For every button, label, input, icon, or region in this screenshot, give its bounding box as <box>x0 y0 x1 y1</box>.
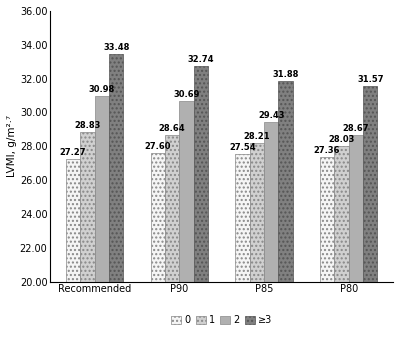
Text: 28.64: 28.64 <box>159 124 186 133</box>
Text: 28.21: 28.21 <box>244 132 270 141</box>
Bar <box>264 122 278 282</box>
Bar <box>349 135 363 282</box>
Text: 27.36: 27.36 <box>314 146 340 155</box>
Text: 27.27: 27.27 <box>60 148 86 156</box>
Bar <box>179 101 194 282</box>
Bar <box>235 154 250 282</box>
Text: 28.83: 28.83 <box>74 121 101 130</box>
Bar <box>363 86 378 282</box>
Bar <box>66 159 80 282</box>
Text: 29.43: 29.43 <box>258 111 284 120</box>
Bar <box>165 136 179 282</box>
Bar <box>334 146 349 282</box>
Bar <box>150 153 165 282</box>
Bar <box>278 81 293 282</box>
Bar <box>95 96 109 282</box>
Text: 27.60: 27.60 <box>144 142 171 151</box>
Y-axis label: LVMI, g/m²·⁷: LVMI, g/m²·⁷ <box>7 115 17 177</box>
Text: 33.48: 33.48 <box>103 42 130 52</box>
Text: 28.03: 28.03 <box>328 135 355 144</box>
Bar <box>250 143 264 282</box>
Text: 28.67: 28.67 <box>343 124 369 133</box>
Text: 31.57: 31.57 <box>357 75 384 84</box>
Bar <box>109 53 124 282</box>
Text: 32.74: 32.74 <box>188 55 214 64</box>
Bar <box>194 66 208 282</box>
Text: 27.54: 27.54 <box>229 143 256 152</box>
Bar <box>80 132 95 282</box>
Legend: 0, 1, 2, ≥3: 0, 1, 2, ≥3 <box>171 315 272 325</box>
Text: 30.98: 30.98 <box>89 85 115 94</box>
Text: 31.88: 31.88 <box>272 70 299 79</box>
Bar <box>320 157 334 282</box>
Text: 30.69: 30.69 <box>173 90 200 99</box>
